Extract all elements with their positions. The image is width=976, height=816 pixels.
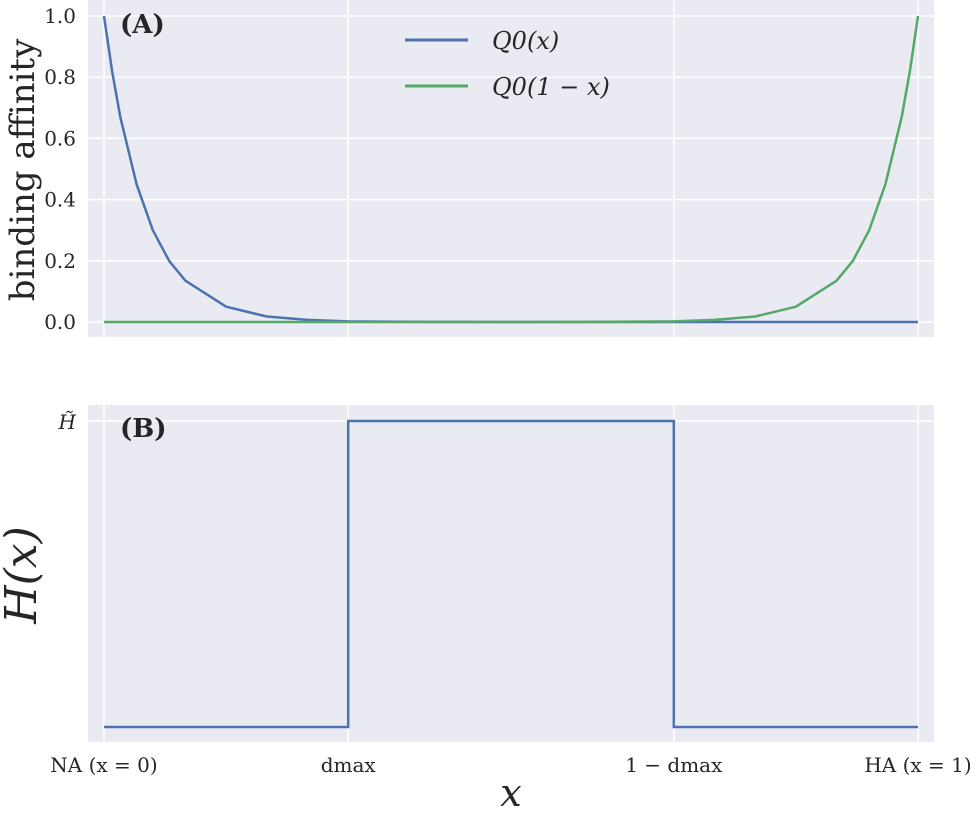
legend-label-q0rev: Q0(1 − x) xyxy=(492,73,610,101)
panel-a-lines xyxy=(102,15,920,324)
panel-b-xtick-label: HA (x = 1) xyxy=(864,753,971,777)
panel-b-xtick-label: 1 − dmax xyxy=(625,753,723,777)
panel-a-ytick-label: 0.4 xyxy=(44,188,76,212)
panel-b-axes xyxy=(88,405,934,742)
legend: Q0(x) Q0(1 − x) xyxy=(405,27,610,101)
panel-a-ytick-label: 0.6 xyxy=(44,126,76,150)
panel-a-grid xyxy=(88,0,934,337)
panel-b-xtick-label: dmax xyxy=(321,753,377,777)
panel-a-ytick-label: 0.0 xyxy=(44,310,76,334)
panel-a-label: (A) xyxy=(120,10,165,40)
panel-b-ylabel: H(x) xyxy=(0,526,47,625)
panel-b-xlabel: x xyxy=(500,771,521,815)
panel-a-ytick-label: 0.2 xyxy=(44,249,76,273)
panel-b-xticks: NA (x = 0) dmax 1 − dmax HA (x = 1) xyxy=(50,753,971,777)
panel-a-ytick-label: 1.0 xyxy=(44,4,76,28)
panel-b-ytick-htilde: H̃ xyxy=(58,410,77,434)
panel-b-xtick-label: NA (x = 0) xyxy=(50,753,157,777)
panel-a-axes xyxy=(88,0,934,337)
panel-a-ytick-label: 0.8 xyxy=(44,65,76,89)
panel-b-label: (B) xyxy=(120,414,167,444)
panel-b-series-0 xyxy=(104,419,918,729)
panel-b-lines xyxy=(104,419,918,729)
panel-a-ylabel: binding affinity xyxy=(3,38,43,301)
legend-label-q0: Q0(x) xyxy=(492,27,559,55)
panel-a-yticks: 0.0 0.2 0.4 0.6 0.8 1.0 xyxy=(44,4,76,334)
panel-a-series-1 xyxy=(104,15,920,324)
